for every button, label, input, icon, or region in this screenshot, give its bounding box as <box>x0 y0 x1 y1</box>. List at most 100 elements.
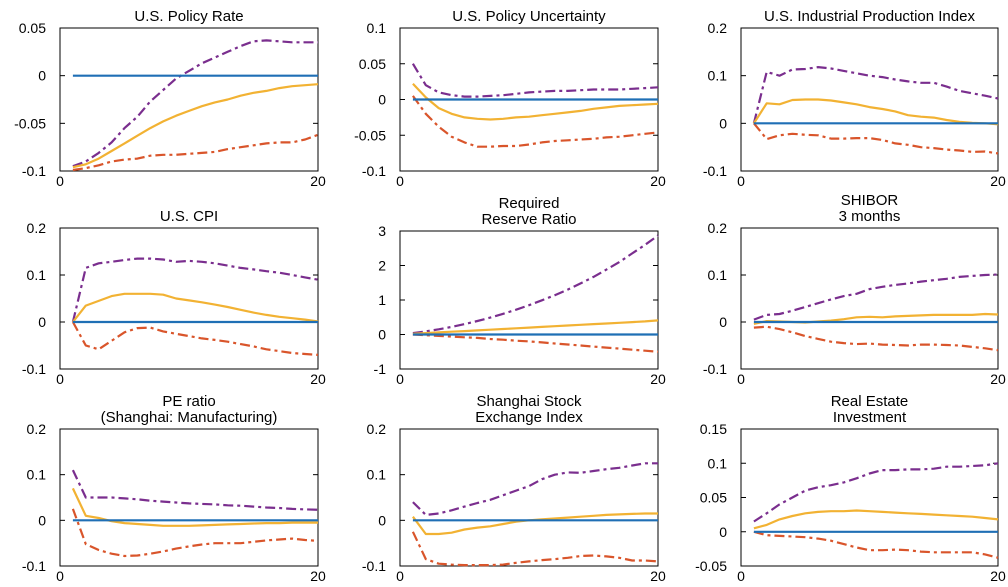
panel-3: -0.1 0 0.1 0.2 0 20 U.S. Industrial Production… <box>703 8 1006 189</box>
panel-title: Reserve Ratio <box>481 211 576 228</box>
panel-title: U.S. Policy Rate <box>134 8 243 25</box>
y-tick-label: -0.1 <box>703 361 727 377</box>
y-tick-label: 3 <box>378 223 386 239</box>
y-tick-label: 0 <box>719 115 727 131</box>
axes-frame <box>740 27 999 172</box>
x-tick-label: 20 <box>310 568 326 584</box>
panel-title: Required <box>499 195 560 212</box>
y-tick-label: 0.2 <box>27 421 47 437</box>
y-tick-label: 0.05 <box>19 20 46 36</box>
axes-frame <box>59 428 319 567</box>
x-tick-label: 0 <box>737 371 745 387</box>
panel-4: -0.1 0 0.1 0.2 0 20 U.S. CPI <box>22 208 326 387</box>
axes-frame <box>399 230 659 370</box>
upper-band-line <box>411 63 659 98</box>
lower-band-line <box>753 325 999 352</box>
median-line <box>72 292 319 323</box>
x-tick-label: 0 <box>56 568 64 584</box>
y-tick-label: 1 <box>378 292 386 308</box>
upper-band-line <box>753 273 999 321</box>
y-tick-label: 2 <box>378 258 386 274</box>
y-tick-label: 0.1 <box>367 20 387 36</box>
x-tick-label: 20 <box>650 568 666 584</box>
x-tick-label: 20 <box>990 568 1006 584</box>
y-tick-label: -0.1 <box>362 163 386 179</box>
x-tick-label: 0 <box>396 371 404 387</box>
y-tick-label: -0.05 <box>14 115 46 131</box>
panel-7: -0.1 0 0.1 0.2 0 20 PE ratio(Shanghai: Manufac… <box>22 393 326 584</box>
panel-title: 3 months <box>839 208 901 225</box>
y-tick-label: 0 <box>378 92 386 108</box>
y-tick-label: -0.1 <box>22 558 46 574</box>
upper-band-line <box>412 462 658 517</box>
y-tick-label: 0.05 <box>359 56 386 72</box>
y-tick-label: -0.1 <box>22 163 46 179</box>
median-line <box>71 487 318 527</box>
x-tick-label: 20 <box>650 371 666 387</box>
panel-title: SHIBOR <box>841 192 899 209</box>
y-tick-label: 0 <box>38 512 46 528</box>
y-tick-label: 0 <box>719 314 727 330</box>
panel-title: U.S. Policy Uncertainty <box>452 8 606 25</box>
axes-frame <box>59 227 319 370</box>
panel-title: Exchange Index <box>475 409 583 426</box>
lower-band-line <box>71 321 319 356</box>
axes-frame <box>399 428 659 567</box>
y-tick-label: 0.1 <box>367 467 387 483</box>
upper-band-line <box>71 469 319 511</box>
y-tick-label: 0.1 <box>27 467 47 483</box>
median-line <box>752 98 999 126</box>
y-tick-label: 0 <box>38 314 46 330</box>
y-tick-label: -1 <box>374 361 387 377</box>
y-tick-label: 0.15 <box>700 421 727 437</box>
lower-band-line <box>411 531 659 567</box>
median-line <box>412 319 659 335</box>
upper-band-line <box>753 462 999 523</box>
x-tick-label: 0 <box>737 568 745 584</box>
axes-frame <box>59 27 319 172</box>
panel-title: Real Estate <box>831 393 909 410</box>
panel-title: U.S. Industrial Production Index <box>764 8 975 25</box>
panel-title: U.S. CPI <box>160 208 218 225</box>
panel-title: Investment <box>833 409 907 426</box>
y-tick-label: 0 <box>38 68 46 84</box>
y-tick-label: 0.1 <box>708 455 728 471</box>
x-tick-label: 0 <box>396 173 404 189</box>
x-tick-label: 20 <box>310 371 326 387</box>
x-tick-label: 20 <box>310 173 326 189</box>
panel-title: Shanghai Stock <box>476 393 582 410</box>
panel-title: PE ratio <box>162 393 215 410</box>
y-tick-label: 0.1 <box>708 68 728 84</box>
panel-9: -0.05 0 0.05 0.1 0.15 0 20 Real EstateInvestmen… <box>695 393 1006 584</box>
y-tick-label: 0 <box>719 524 727 540</box>
y-tick-label: -0.05 <box>354 127 386 143</box>
axes-frame <box>740 227 999 370</box>
y-tick-label: -0.1 <box>703 163 727 179</box>
panel-2: -0.1 -0.05 0 0.05 0.1 0 20 U.S. Policy Uncertai… <box>354 8 666 189</box>
y-tick-label: 0 <box>378 327 386 343</box>
median-line <box>72 83 319 169</box>
x-tick-label: 20 <box>650 173 666 189</box>
lower-band-line <box>753 530 999 559</box>
median-line <box>412 512 658 536</box>
y-tick-label: 0 <box>378 512 386 528</box>
upper-band-line <box>72 39 318 168</box>
x-tick-label: 20 <box>990 173 1006 189</box>
y-tick-label: 0.2 <box>367 421 387 437</box>
y-tick-label: 0.2 <box>708 20 728 36</box>
x-tick-label: 0 <box>737 173 745 189</box>
upper-band-line <box>71 257 319 323</box>
panel-title: (Shanghai: Manufacturing) <box>101 409 278 426</box>
y-tick-label: 0.1 <box>27 267 47 283</box>
lower-band-line <box>753 122 999 155</box>
y-tick-label: 0.2 <box>27 220 47 236</box>
median-line <box>753 509 999 530</box>
y-tick-label: 0.1 <box>708 267 728 283</box>
x-tick-label: 0 <box>56 173 64 189</box>
lower-band-line <box>71 508 319 558</box>
lower-band-line <box>412 333 659 353</box>
y-tick-label: 0.05 <box>700 490 727 506</box>
panel-1: -0.1 -0.05 0 0.05 0 20 U.S. Policy Rate <box>14 8 326 189</box>
